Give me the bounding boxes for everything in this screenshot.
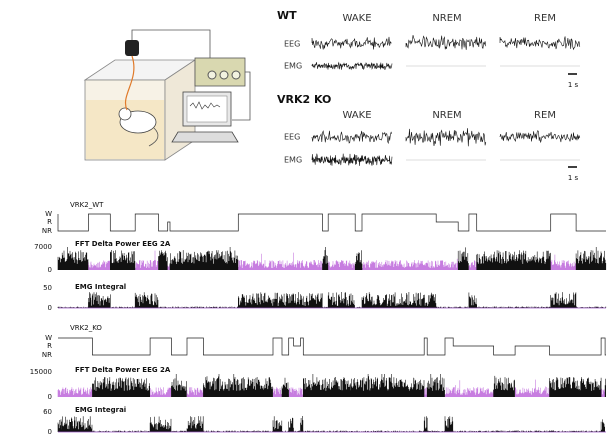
hypnogram — [57, 213, 606, 232]
axis-label: 50 — [43, 284, 52, 292]
axis-label: 0 — [48, 304, 52, 312]
axis-label: 15000 — [30, 368, 52, 376]
emg-trace — [311, 61, 393, 71]
level-label: R — [47, 218, 52, 226]
delta-power-nrem — [57, 247, 607, 270]
state-label: REM — [534, 110, 556, 121]
eeg-trace — [499, 36, 581, 51]
signal-label: EMG — [284, 156, 302, 165]
level-label: R — [47, 342, 52, 350]
scale-label: 1 s — [568, 174, 579, 182]
delta-power-wake — [57, 379, 605, 397]
axis-label: 7000 — [34, 243, 52, 251]
state-label: NREM — [432, 110, 461, 121]
state-label: WAKE — [342, 13, 371, 24]
delta-power-nrem — [92, 374, 606, 397]
emg-integral — [57, 416, 606, 432]
emg-trace — [311, 153, 393, 166]
state-label: WAKE — [342, 110, 371, 121]
level-label: W — [45, 334, 52, 342]
state-label: NREM — [432, 13, 461, 24]
state-label: REM — [534, 13, 556, 24]
setup-illustration — [83, 29, 251, 161]
level-label: NR — [42, 227, 52, 235]
scale-label: 1 s — [568, 81, 579, 89]
hypnogram — [58, 337, 606, 356]
eeg-trace — [499, 129, 581, 143]
emg-integral — [57, 292, 607, 308]
signal-label: EEG — [284, 40, 300, 49]
axis-label: 60 — [43, 408, 52, 416]
level-label: W — [45, 210, 52, 218]
trace-label: FFT Delta Power EEG 2A — [75, 240, 171, 248]
trace-label: EMG Integrai — [75, 406, 126, 414]
trace-label: FFT Delta Power EEG 2A — [75, 366, 171, 374]
eeg-trace — [405, 35, 487, 50]
signal-label: EMG — [284, 62, 302, 71]
level-label: NR — [42, 351, 52, 359]
axis-label: 0 — [48, 393, 52, 401]
axis-label: 0 — [48, 428, 52, 436]
signal-label: EEG — [284, 133, 300, 142]
trace-label: EMG Integral — [75, 283, 126, 291]
eeg-trace — [311, 130, 393, 145]
recording-title: VRK2_WT — [70, 201, 104, 209]
eeg-trace — [405, 128, 487, 147]
panel-title: VRK2 KO — [277, 93, 331, 106]
eeg-trace — [311, 36, 392, 50]
panel-title: WT — [277, 9, 297, 22]
axis-label: 0 — [48, 266, 52, 274]
recording-title: VRK2_KO — [70, 324, 102, 332]
delta-power-wake — [88, 250, 577, 270]
